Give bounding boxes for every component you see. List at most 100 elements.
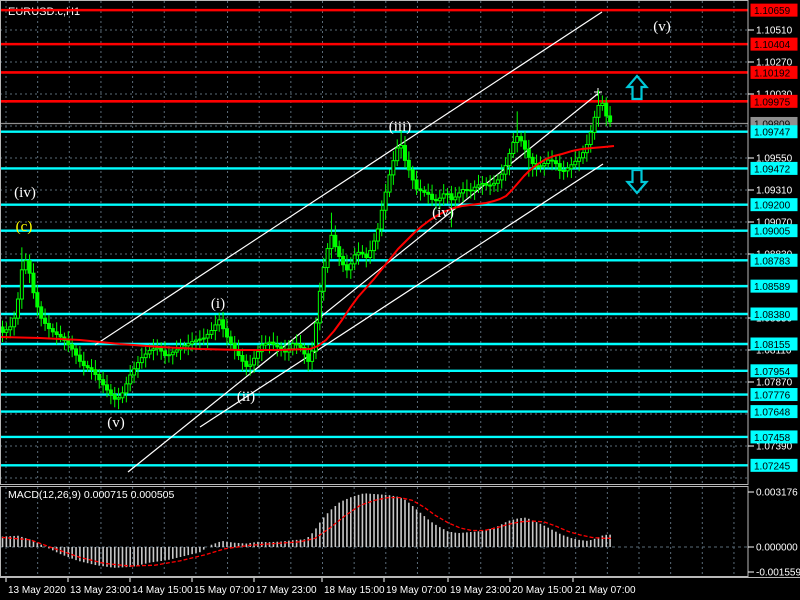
candlestick [410, 169, 415, 181]
candlestick [244, 360, 249, 367]
candlestick [116, 397, 121, 400]
candlestick [360, 251, 365, 255]
ascending-trendline[interactable] [94, 11, 603, 346]
price-level-badge [750, 65, 798, 79]
macd-scale-label: 0.003176 [756, 488, 798, 499]
elliott-wave-label[interactable]: (c) [16, 219, 33, 235]
candlestick [4, 329, 9, 333]
time-tick-label: 19 May 23:00 [450, 585, 511, 596]
elliott-wave-label[interactable]: (i) [211, 296, 225, 312]
candlestick [174, 349, 179, 353]
candlestick [217, 319, 222, 326]
candlestick [364, 253, 369, 259]
price-axis: 1.105101.102701.100301.095501.093101.090… [748, 3, 800, 579]
candlestick [81, 360, 86, 367]
elliott-wave-label[interactable]: (v) [653, 19, 671, 35]
candlestick [341, 255, 346, 266]
candlestick [503, 165, 508, 175]
candlestick [112, 394, 117, 400]
candlestick [507, 153, 512, 167]
price-level-badge [750, 364, 798, 378]
candlestick [449, 193, 454, 201]
up-arrow-icon[interactable] [625, 74, 649, 101]
candlestick [445, 193, 450, 196]
candlestick [19, 269, 24, 300]
macd-scale-label: 0.000000 [756, 543, 798, 554]
gridlines [0, 1, 748, 576]
candlestick [313, 322, 318, 352]
candlestick [530, 156, 535, 165]
candlestick [577, 157, 582, 162]
price-tick-label: 1.07870 [756, 378, 793, 389]
time-tick-label: 13 May 23:00 [70, 585, 131, 596]
candlestick [23, 260, 28, 271]
candlestick [294, 343, 299, 346]
candlestick [302, 346, 307, 355]
candlestick [39, 306, 44, 319]
price-level-badge-label: 1.09747 [754, 128, 791, 139]
candlestick [437, 197, 442, 202]
price-level-badge [750, 430, 798, 444]
trendlines[interactable] [94, 11, 604, 473]
candlestick [402, 144, 407, 161]
moving-average[interactable] [0, 145, 615, 351]
elliott-wave-label[interactable]: (v) [107, 415, 125, 431]
candlestick [252, 357, 257, 366]
price-level-badge-label: 1.09809 [754, 119, 791, 130]
candlestick [74, 348, 79, 356]
candlestick [414, 179, 419, 190]
down-arrow-icon[interactable] [625, 168, 649, 195]
price-level-badge [750, 37, 798, 51]
elliott-wave-label[interactable]: (iv) [14, 185, 36, 201]
time-axis: 13 May 2020 13 May 23:00 14 May 15:00 15 Ma… [5, 578, 636, 596]
candlestick [8, 326, 13, 331]
elliott-wave-label[interactable]: (iii) [389, 119, 412, 135]
candlestick [240, 355, 245, 362]
candlestick [600, 102, 605, 107]
candlestick [255, 351, 260, 359]
candlestick [491, 182, 496, 186]
candlestick [375, 228, 380, 242]
candlestick [290, 343, 295, 350]
ascending-trendline[interactable] [127, 91, 601, 473]
candlestick [588, 131, 593, 146]
candlestick [329, 234, 334, 250]
candlestick [163, 350, 168, 357]
candlestick [54, 331, 59, 335]
candlestick [104, 384, 109, 391]
candlestick [391, 160, 396, 176]
price-level-badge-label: 1.07954 [754, 367, 791, 378]
price-level-badge-label: 1.09005 [754, 227, 791, 238]
elliott-wave-label[interactable]: (ii) [237, 389, 255, 405]
price-level-badge-label: 1.07648 [754, 408, 791, 419]
candlestick [317, 290, 322, 324]
candlestick [573, 160, 578, 166]
candlestick [58, 333, 63, 338]
candlestick [135, 362, 140, 370]
candlestick [128, 374, 133, 385]
annotations[interactable]: (v) (iii) (iv) (i) (ii) (v) (iv) (c) [14, 19, 671, 431]
price-level-badge-label: 1.08155 [754, 340, 791, 351]
candlestick [565, 167, 570, 172]
candlestick [93, 369, 98, 376]
price-tick-label: 1.10270 [756, 58, 793, 69]
candlestick [526, 148, 531, 158]
candlestick [325, 248, 330, 269]
candlestick [147, 349, 152, 355]
candlestick [522, 140, 527, 150]
elliott-wave-label[interactable]: (iv) [432, 205, 454, 221]
time-tick-label: 15 May 07:00 [194, 585, 255, 596]
candlestick [379, 209, 384, 230]
ascending-trendline[interactable] [199, 163, 604, 428]
candlestick [271, 341, 276, 345]
time-tick-label: 13 May 2020 [8, 585, 66, 596]
candlestick [542, 163, 547, 167]
price-tick-label: 1.09070 [756, 218, 793, 229]
candlestick [464, 189, 469, 192]
price-tick-label: 1.07390 [756, 442, 793, 453]
price-level-badge-label: 1.10404 [754, 40, 791, 51]
time-tick-label: 20 May 15:00 [512, 585, 573, 596]
price-level-badge [750, 3, 798, 17]
